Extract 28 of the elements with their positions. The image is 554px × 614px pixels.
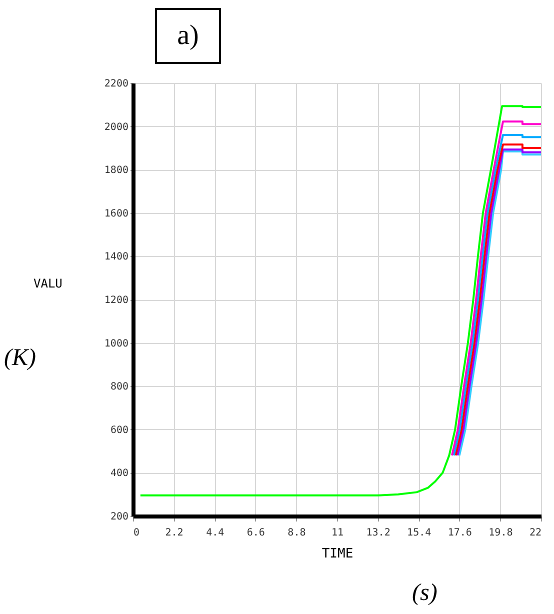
x-tick-label: 4.4	[206, 528, 224, 538]
text: (K)	[4, 345, 36, 372]
x-tick-label: 0	[134, 528, 140, 538]
y-tick-label: 1200	[104, 295, 128, 306]
x-tick-label: 11	[331, 528, 344, 538]
x-tick-label: 6.6	[246, 528, 265, 538]
x-tick-label: 2.2	[165, 528, 184, 538]
x-tick-label: 19.8	[488, 528, 513, 538]
x-tick-label: 13.2	[366, 528, 390, 538]
line-series	[139, 105, 541, 496]
chart-title: a)	[155, 8, 221, 64]
y-tick-label: 400	[110, 468, 128, 480]
x-tick-label: 15.4	[407, 528, 432, 538]
y-axis-title: VALU	[34, 276, 62, 290]
x-tick-label: 8.8	[288, 528, 306, 538]
y-tick-label: 1600	[104, 208, 128, 220]
x-tick-label: 17.6	[448, 528, 472, 538]
y-tick-label: 1000	[104, 338, 128, 350]
text: (s)	[412, 580, 438, 607]
x-axis-title: TIME	[322, 546, 354, 562]
x-tick-label: 22	[529, 528, 542, 538]
y-tick-label: 200	[110, 512, 128, 522]
y-tick-label: 1400	[104, 252, 128, 263]
y-tick-label: 2000	[104, 122, 128, 133]
y-tick-label: 800	[110, 382, 128, 393]
y-tick-label: 1800	[104, 165, 128, 176]
y-tick-label: 600	[110, 424, 128, 436]
y-tick-label: 2200	[104, 78, 128, 90]
